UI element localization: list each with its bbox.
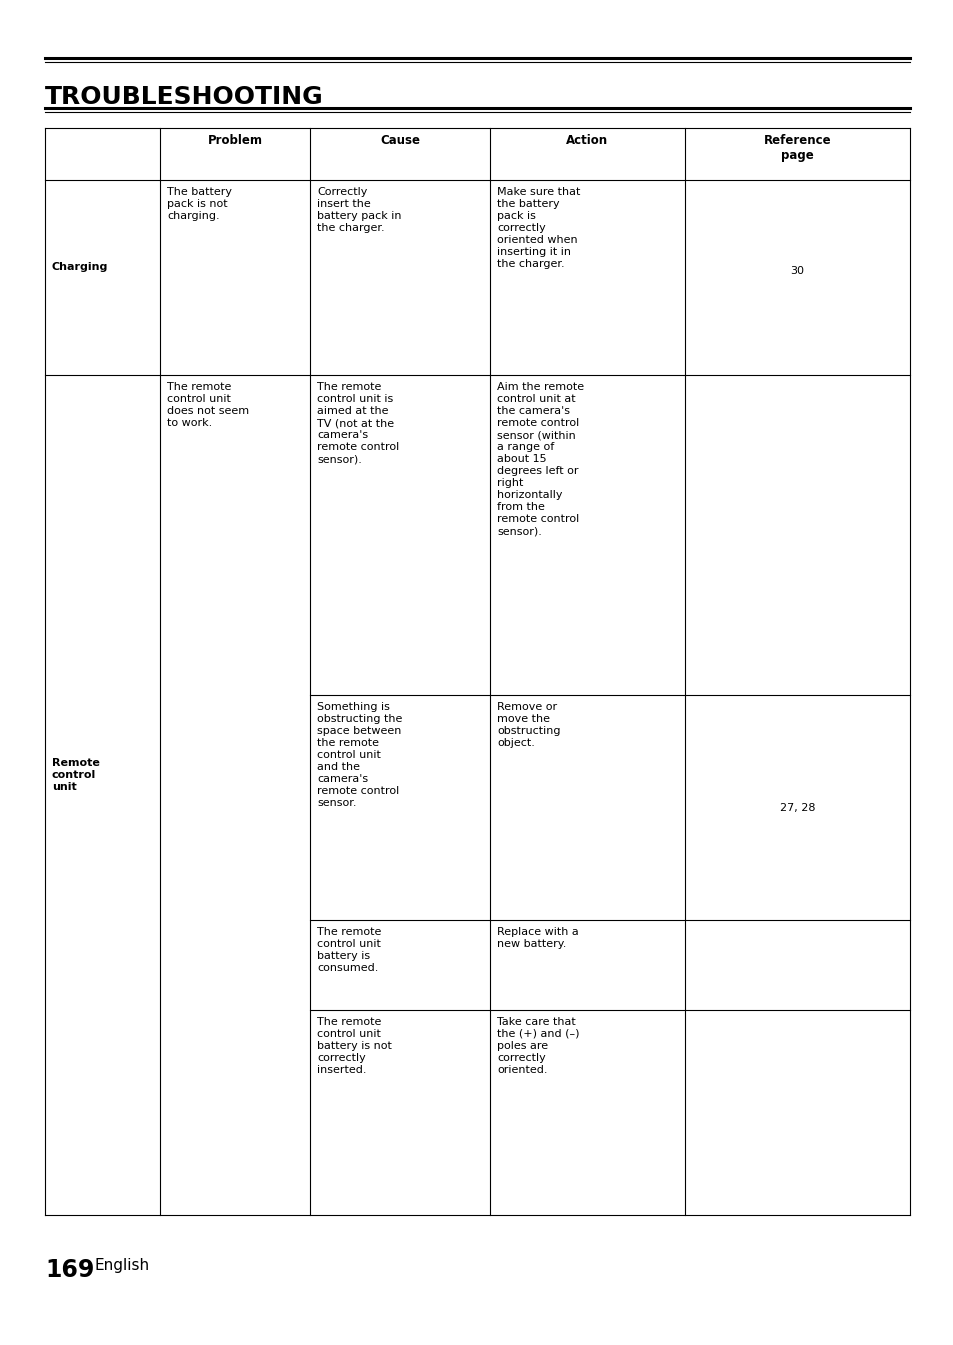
Text: The remote
control unit
battery is not
correctly
inserted.: The remote control unit battery is not c… (316, 1017, 392, 1075)
Text: The remote
control unit is
aimed at the
TV (not at the
camera's
remote control
s: The remote control unit is aimed at the … (316, 382, 399, 464)
Text: Take care that
the (+) and (–)
poles are
correctly
oriented.: Take care that the (+) and (–) poles are… (497, 1017, 578, 1075)
Text: Aim the remote
control unit at
the camera's
remote control
sensor (within
a rang: Aim the remote control unit at the camer… (497, 382, 583, 537)
Text: 27, 28: 27, 28 (779, 803, 815, 812)
Text: Replace with a
new battery.: Replace with a new battery. (497, 927, 578, 950)
Text: Cause: Cause (379, 134, 419, 147)
Text: 169: 169 (45, 1258, 94, 1282)
Text: Charging: Charging (52, 262, 109, 273)
Text: TROUBLESHOOTING: TROUBLESHOOTING (45, 85, 323, 109)
Text: Action: Action (566, 134, 608, 147)
Text: Correctly
insert the
battery pack in
the charger.: Correctly insert the battery pack in the… (316, 187, 401, 233)
Text: English: English (95, 1258, 150, 1272)
Text: Reference
page: Reference page (763, 134, 830, 163)
Text: Remove or
move the
obstructing
object.: Remove or move the obstructing object. (497, 702, 560, 748)
Text: The remote
control unit
does not seem
to work.: The remote control unit does not seem to… (167, 382, 249, 428)
Text: Problem: Problem (208, 134, 262, 147)
Text: Make sure that
the battery
pack is
correctly
oriented when
inserting it in
the c: Make sure that the battery pack is corre… (497, 187, 579, 269)
Text: 30: 30 (790, 266, 803, 277)
Text: Remote
control
unit: Remote control unit (52, 759, 100, 792)
Text: The remote
control unit
battery is
consumed.: The remote control unit battery is consu… (316, 927, 381, 972)
Text: Something is
obstructing the
space between
the remote
control unit
and the
camer: Something is obstructing the space betwe… (316, 702, 402, 808)
Text: The battery
pack is not
charging.: The battery pack is not charging. (167, 187, 232, 221)
